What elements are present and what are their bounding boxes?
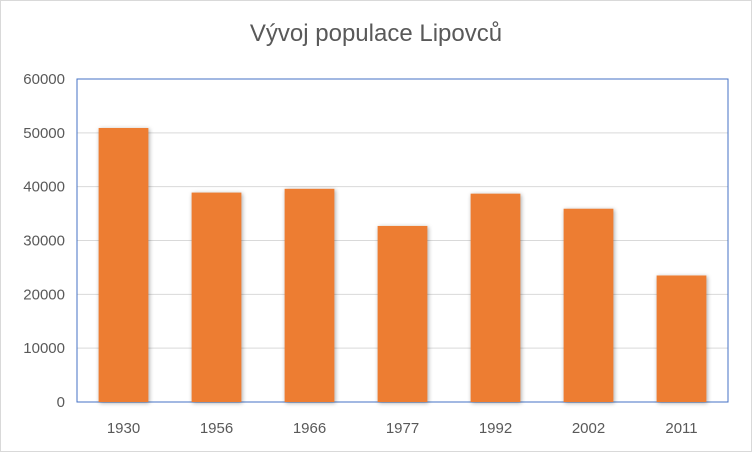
y-tick-label: 0: [57, 394, 65, 411]
x-tick-label: 1966: [293, 420, 326, 437]
y-tick-label: 20000: [23, 286, 65, 303]
y-tick-label: 50000: [23, 125, 65, 142]
bar-1977: [377, 225, 428, 402]
x-tick-label: 1992: [479, 420, 512, 437]
bar-2011: [656, 275, 707, 402]
y-tick-label: 10000: [23, 340, 65, 357]
x-tick-label: 1956: [200, 420, 233, 437]
x-axis-ticks: 1930 1956 1966 1977 1992 2002 2011: [107, 420, 698, 437]
chart-title: Vývoj populace Lipovců: [249, 20, 503, 47]
x-tick-label: 2002: [572, 420, 605, 437]
x-tick-label: 1977: [386, 420, 419, 437]
bar-1930: [98, 127, 149, 402]
x-tick-label: 2011: [665, 420, 697, 437]
bar-2002: [563, 208, 614, 402]
y-tick-label: 60000: [23, 71, 65, 88]
y-tick-label: 40000: [23, 179, 65, 196]
bar-1956: [191, 192, 242, 402]
x-tick-label: 1930: [107, 420, 140, 437]
bar-1966: [284, 188, 335, 402]
y-tick-label: 30000: [23, 233, 65, 250]
bars: [98, 127, 707, 402]
bar-1992: [470, 193, 521, 402]
y-axis-ticks: 0 10000 20000 30000 40000 50000 60000: [23, 71, 65, 411]
